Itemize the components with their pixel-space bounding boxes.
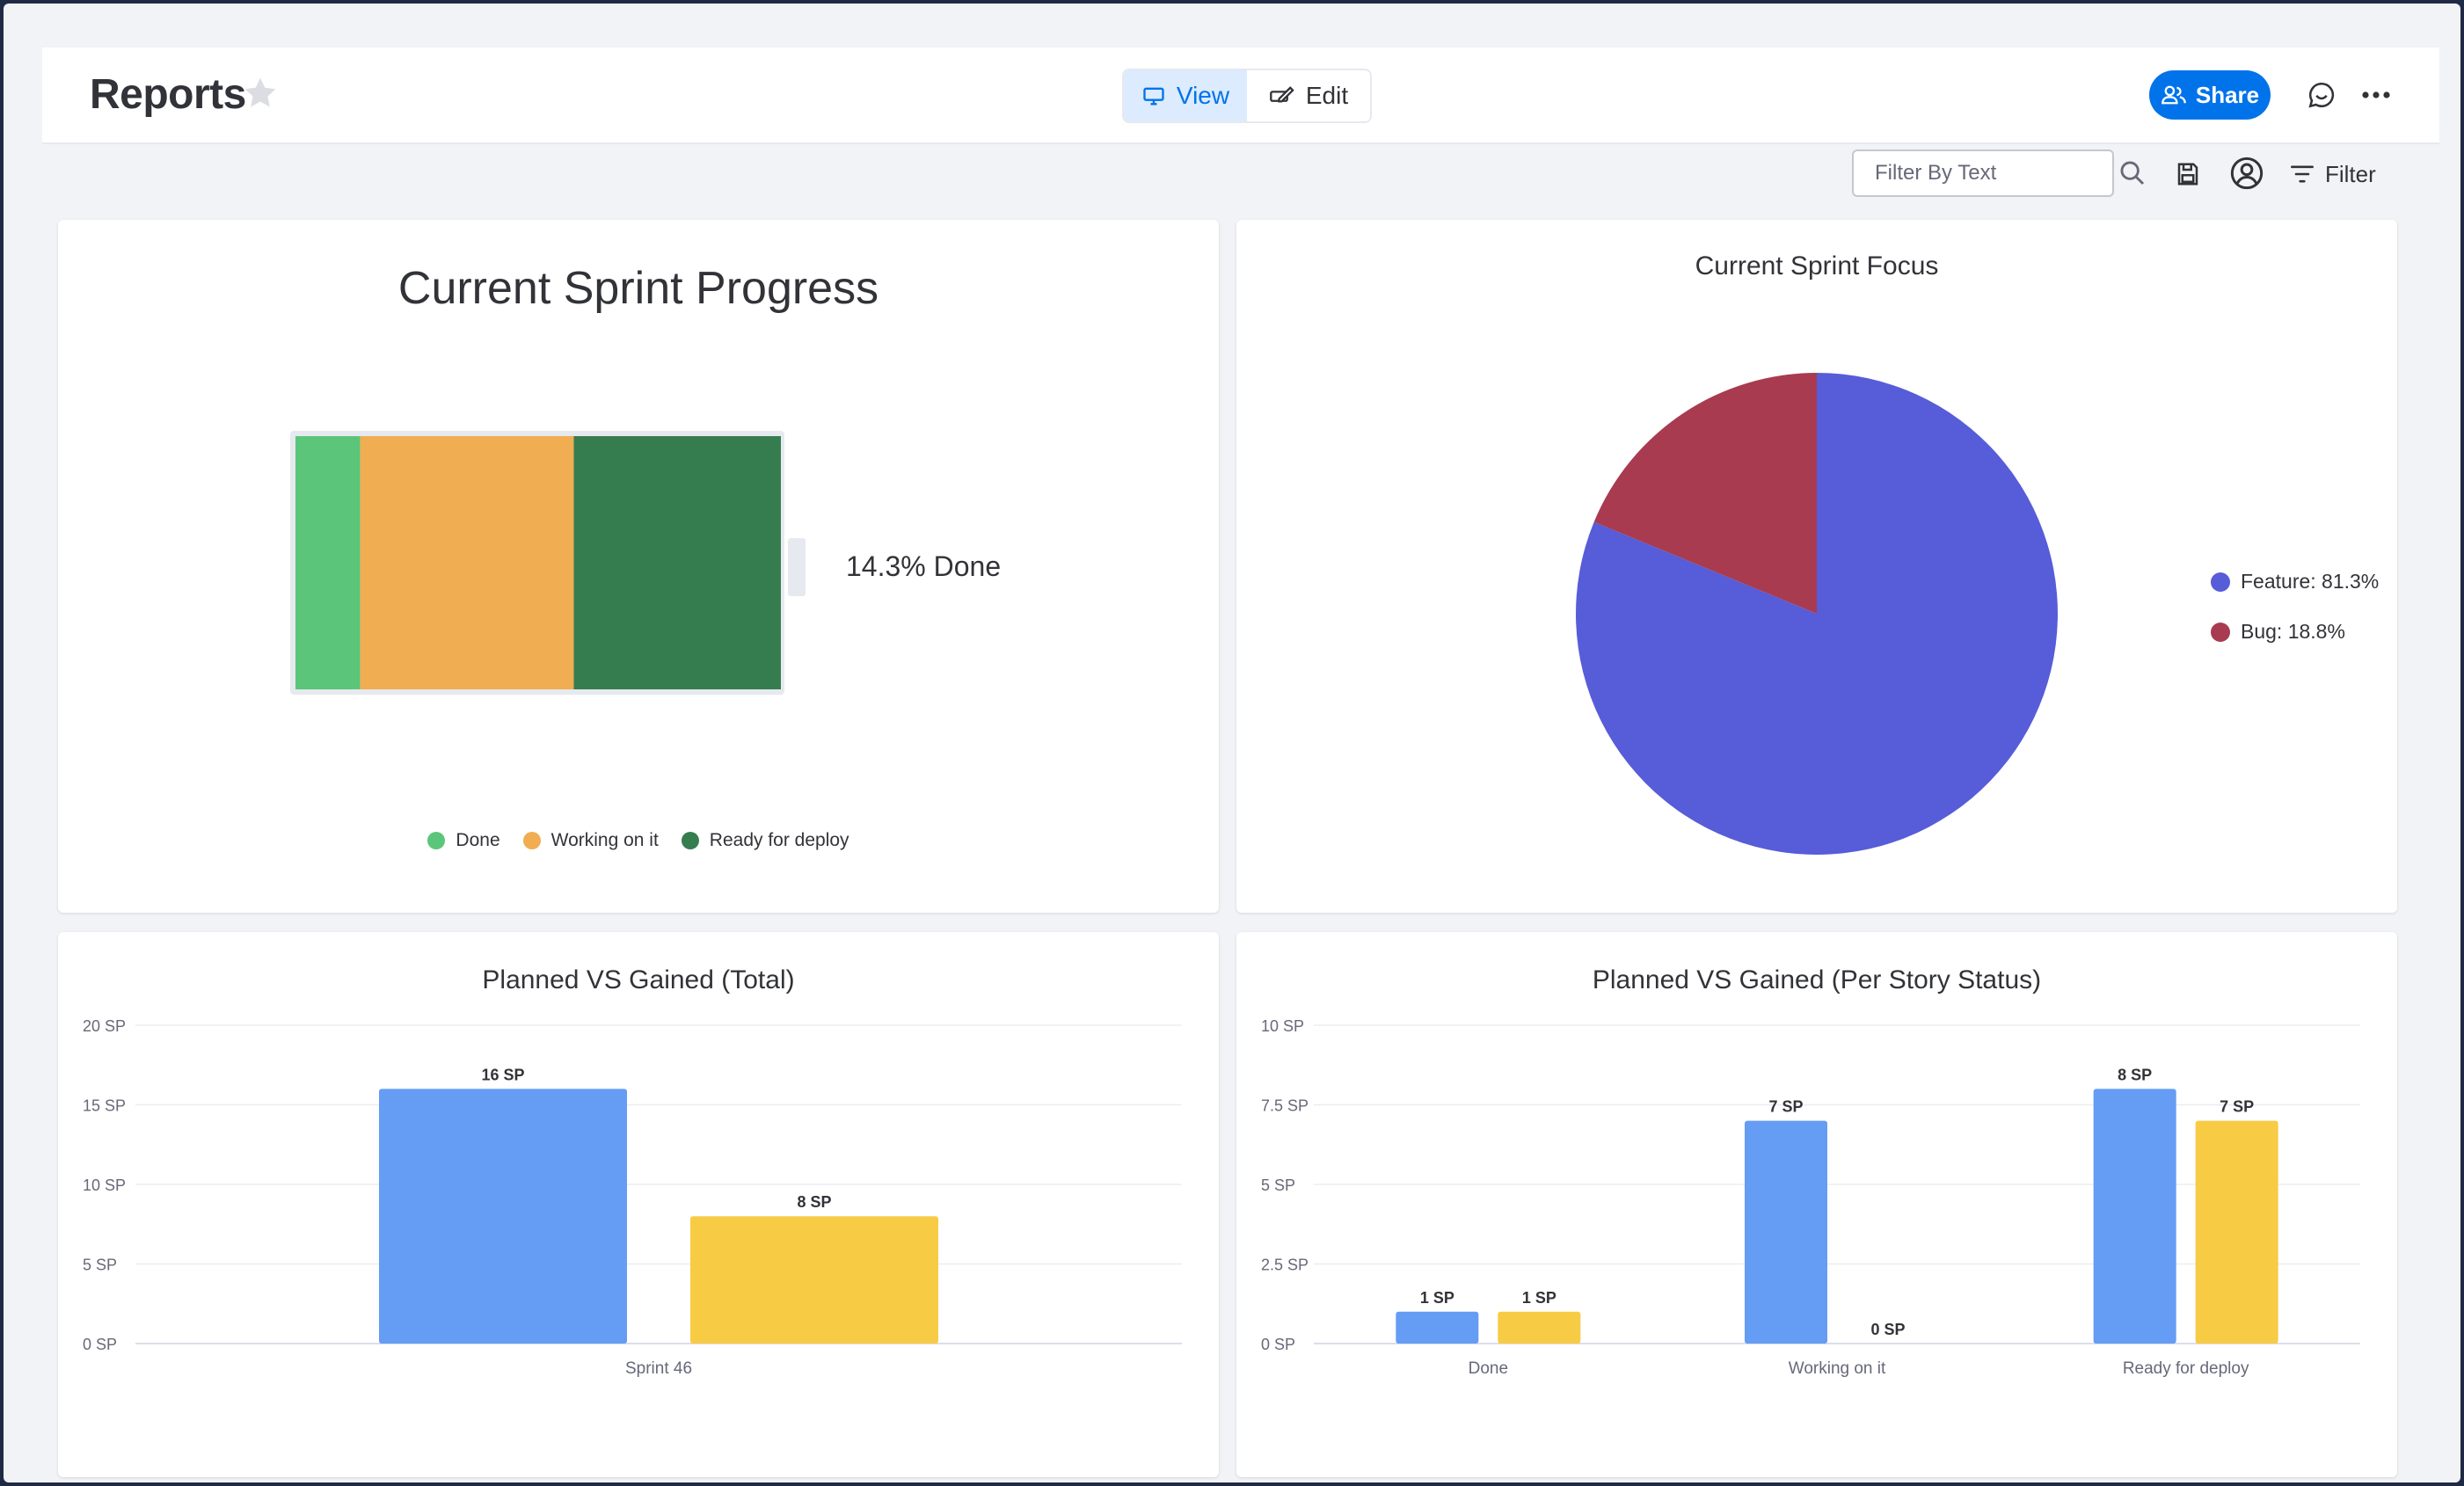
total-bar-chart: 0 SP 5 SP 10 SP 15 SP 20 SP 16 SP 8 SP Sprint 4… — [83, 1017, 1182, 1378]
filter-text-input[interactable] — [1852, 149, 2114, 197]
progress-segment-done — [295, 436, 361, 689]
pencil-icon — [1270, 86, 1294, 103]
bar-series-1-done — [1396, 1311, 1479, 1344]
y-tick-label: 5 SP — [83, 1257, 117, 1274]
y-tick-label: 2.5 SP — [1261, 1257, 1309, 1274]
focus-pie-chart — [1576, 373, 2058, 855]
edit-label: Edit — [1305, 82, 1349, 109]
widget-title: Current Sprint Progress — [397, 263, 879, 314]
view-label: View — [1176, 82, 1230, 109]
bar-series-2-sprint-46 — [690, 1216, 938, 1344]
legend-item-done: Done — [427, 830, 500, 851]
person-icon — [2230, 157, 2264, 190]
planned-vs-gained-status-widget: Planned VS Gained (Per Story Status) 0 S… — [1236, 932, 2397, 1477]
legend-item-feature: Feature: 81.3% — [2211, 570, 2379, 594]
monitor-icon — [1143, 87, 1164, 106]
x-category-label: Done — [1469, 1359, 1508, 1378]
share-button[interactable]: Share — [2149, 70, 2271, 120]
progress-segment-working — [360, 436, 574, 689]
users-icon — [2161, 85, 2186, 105]
filter-icon — [2291, 165, 2314, 183]
planned-vs-gained-total-widget: Planned VS Gained (Total) 0 SP 5 SP 10 SP 1… — [58, 932, 1219, 1477]
y-tick-label: 0 SP — [1261, 1336, 1295, 1353]
bar-series-1-sprint-46 — [379, 1089, 627, 1344]
y-tick-label: 20 SP — [83, 1017, 126, 1035]
filter-label: Filter — [2325, 160, 2376, 187]
bar-value-label: 8 SP — [797, 1193, 831, 1211]
share-label: Share — [2195, 81, 2260, 108]
bar-value-label: 1 SP — [1522, 1289, 1556, 1307]
pie-slice-bug — [1593, 373, 1817, 614]
bar-series-1-working-on-it — [1745, 1120, 1827, 1344]
person-filter-button[interactable] — [2225, 151, 2269, 195]
page-title: Reports — [90, 71, 246, 118]
chat-bubble-icon — [2308, 82, 2335, 108]
focus-legend: Feature: 81.3% Bug: 18.8% — [2211, 570, 2379, 644]
x-category-label: Working on it — [1789, 1359, 1886, 1378]
sprint-progress-widget: Current Sprint Progress 14.3% Done Done … — [58, 220, 1219, 913]
bar-value-label: 0 SP — [1870, 1321, 1905, 1338]
progress-legend: Done Working on it Ready for deploy — [58, 830, 1219, 851]
more-options-button[interactable] — [2355, 74, 2397, 116]
star-icon[interactable] — [241, 74, 280, 113]
bar-value-label: 7 SP — [1768, 1098, 1803, 1116]
x-category-label: Sprint 46 — [625, 1359, 692, 1378]
legend-item-ready: Ready for deploy — [681, 830, 849, 851]
view-button[interactable]: View — [1124, 70, 1247, 121]
widget-title: Planned VS Gained (Per Story Status) — [1592, 965, 2042, 994]
legend-item-bug: Bug: 18.8% — [2211, 620, 2379, 644]
bar-value-label: 7 SP — [2220, 1098, 2254, 1116]
widget-title: Planned VS Gained (Total) — [482, 965, 795, 994]
y-tick-label: 10 SP — [1261, 1017, 1304, 1035]
done-percentage: 14.3% Done — [846, 550, 1002, 582]
bar-series-2-ready-for-deploy — [2195, 1120, 2278, 1344]
sprint-focus-widget: Current Sprint Focus Feature: 81.3% Bug:… — [1236, 220, 2397, 913]
bar-series-1-ready-for-deploy — [2093, 1089, 2176, 1344]
save-icon — [2177, 163, 2198, 186]
y-tick-label: 0 SP — [83, 1336, 117, 1353]
more-dots-icon — [2362, 91, 2390, 98]
bar-value-label: 1 SP — [1420, 1289, 1454, 1307]
search-icon — [2120, 161, 2145, 186]
updates-button[interactable] — [2300, 74, 2343, 116]
bar-series-2-done — [1498, 1311, 1581, 1344]
y-tick-label: 5 SP — [1261, 1176, 1295, 1194]
y-tick-label: 15 SP — [83, 1097, 126, 1115]
app-frame: Reports View Edit — [4, 4, 2460, 1482]
widget-title: Current Sprint Focus — [1695, 251, 1939, 280]
status-bar-chart: 0 SP 2.5 SP 5 SP 7.5 SP 10 SP 1 SP 1 SP Done 7 S… — [1261, 1017, 2360, 1378]
save-view-button[interactable] — [2167, 153, 2209, 195]
progress-segment-ready — [573, 436, 781, 689]
filter-button[interactable]: Filter — [2290, 155, 2376, 193]
progress-chart — [290, 431, 806, 695]
y-tick-label: 7.5 SP — [1261, 1097, 1309, 1115]
bar-value-label: 16 SP — [481, 1066, 524, 1083]
view-edit-toggle: View Edit — [1122, 69, 1372, 123]
legend-item-working: Working on it — [522, 830, 659, 851]
edit-button[interactable]: Edit — [1247, 70, 1370, 121]
board-header: Reports View Edit — [42, 47, 2439, 144]
y-tick-label: 10 SP — [83, 1176, 126, 1194]
x-category-label: Ready for deploy — [2123, 1359, 2249, 1378]
bar-value-label: 8 SP — [2118, 1066, 2152, 1083]
